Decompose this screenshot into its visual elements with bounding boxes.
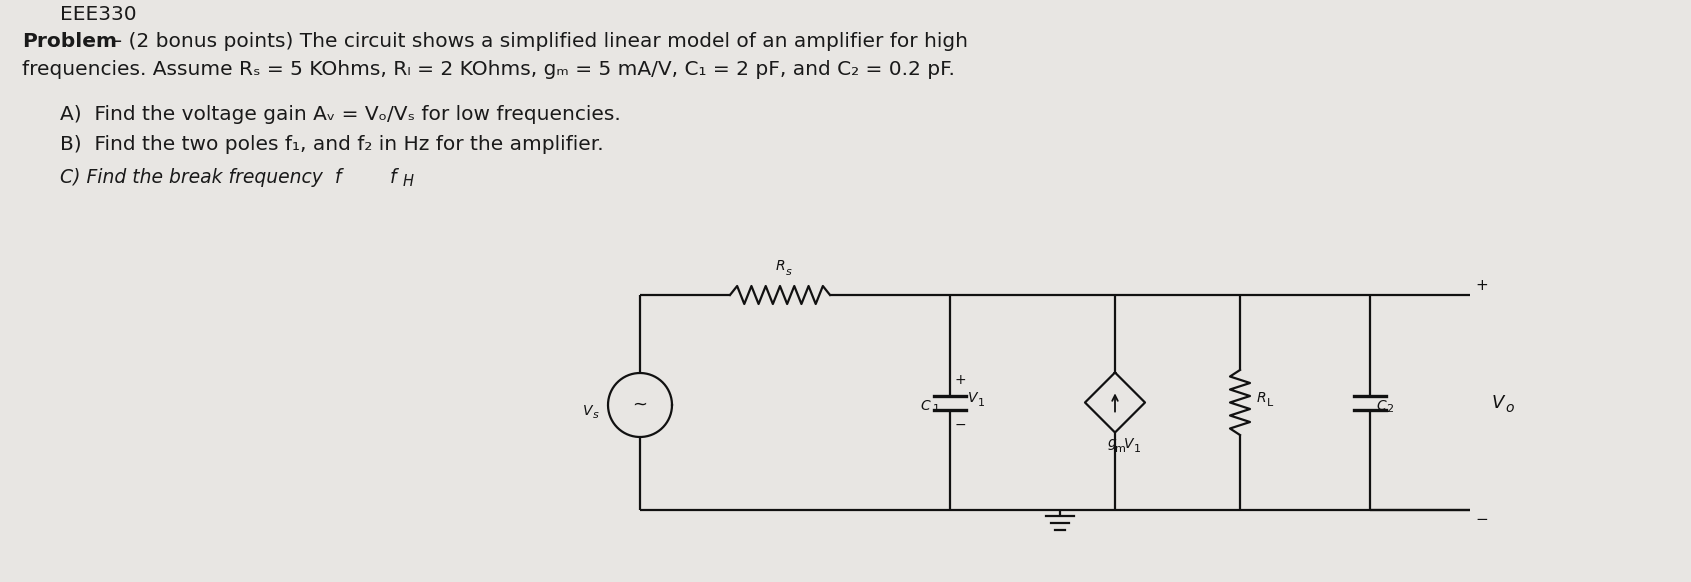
Text: V: V bbox=[1125, 436, 1133, 450]
Text: Problem: Problem bbox=[22, 32, 117, 51]
Text: −: − bbox=[955, 417, 967, 431]
Text: V: V bbox=[967, 391, 977, 404]
Text: s: s bbox=[786, 267, 791, 277]
Text: R: R bbox=[1256, 391, 1267, 404]
Text: ~: ~ bbox=[632, 396, 648, 414]
Text: L: L bbox=[1267, 399, 1273, 409]
Text: 1: 1 bbox=[1133, 445, 1140, 455]
Text: s: s bbox=[594, 410, 599, 420]
Text: B)  Find the two poles f₁, and f₂ in Hz for the amplifier.: B) Find the two poles f₁, and f₂ in Hz f… bbox=[59, 135, 604, 154]
Text: – (2 bonus points) The circuit shows a simplified linear model of an amplifier f: – (2 bonus points) The circuit shows a s… bbox=[112, 32, 967, 51]
Text: C: C bbox=[1376, 399, 1385, 413]
Text: C) Find the break frequency  f: C) Find the break frequency f bbox=[59, 168, 342, 187]
Text: +: + bbox=[1475, 278, 1488, 293]
Text: EEE330: EEE330 bbox=[59, 5, 137, 24]
Text: o: o bbox=[1505, 402, 1513, 416]
Text: −: − bbox=[1475, 512, 1488, 527]
Text: m: m bbox=[1114, 445, 1126, 455]
Text: 1: 1 bbox=[977, 399, 984, 409]
Text: H: H bbox=[402, 174, 414, 189]
Text: V: V bbox=[1491, 393, 1505, 411]
Text: f: f bbox=[391, 168, 397, 187]
Text: V: V bbox=[583, 404, 594, 418]
Text: 1: 1 bbox=[933, 404, 940, 414]
Text: 2: 2 bbox=[1387, 404, 1393, 414]
Text: frequencies. Assume Rₛ = 5 KOhms, Rₗ = 2 KOhms, gₘ = 5 mA/V, C₁ = 2 pF, and C₂ =: frequencies. Assume Rₛ = 5 KOhms, Rₗ = 2… bbox=[22, 60, 955, 79]
Text: g: g bbox=[1108, 436, 1116, 450]
Text: +: + bbox=[955, 374, 967, 388]
Text: A)  Find the voltage gain Aᵥ = Vₒ/Vₛ for low frequencies.: A) Find the voltage gain Aᵥ = Vₒ/Vₛ for … bbox=[59, 105, 621, 124]
Text: C: C bbox=[920, 399, 930, 413]
Text: R: R bbox=[774, 259, 785, 273]
